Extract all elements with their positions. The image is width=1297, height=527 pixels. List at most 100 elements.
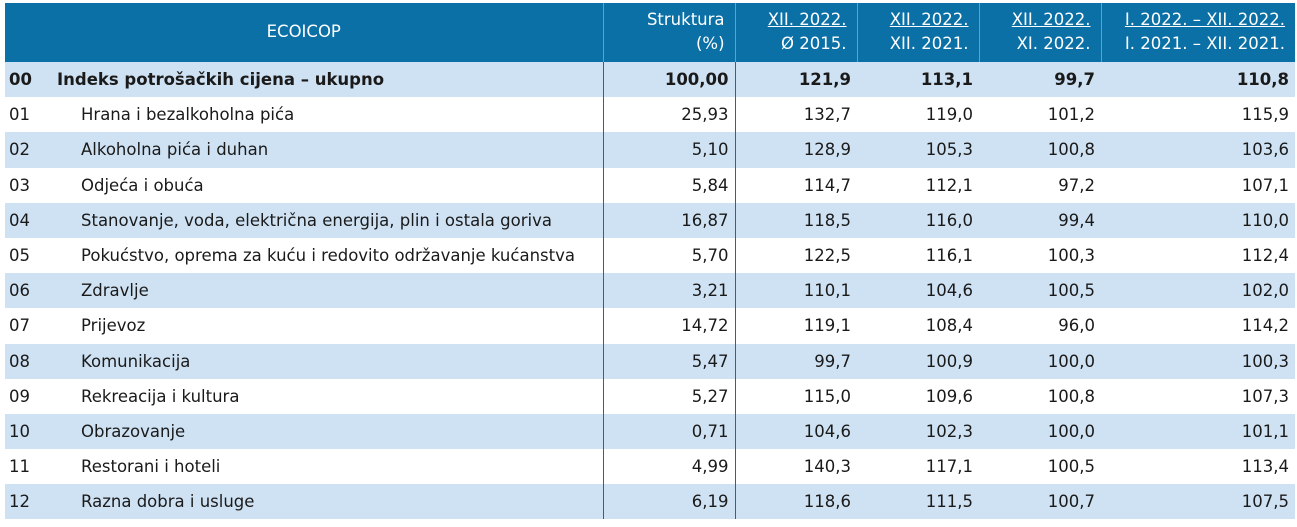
cell-col-c: 100,3 bbox=[1047, 246, 1096, 266]
table-header: ECOICOP Struktura (%) XII. 2022. Ø 2015.… bbox=[5, 3, 1296, 62]
cell-name: Zdravlje bbox=[53, 273, 604, 309]
cell-col-a: 122,5 bbox=[803, 246, 852, 266]
header-col-a: XII. 2022. Ø 2015. bbox=[734, 3, 858, 62]
cell-struktura: 100,00 bbox=[602, 61, 736, 98]
cell-struktura: 25,93 bbox=[602, 97, 736, 133]
cell-col-b: 102,3 bbox=[857, 413, 980, 450]
table-row: 02 Alkoholna pića i duhan 5,10 128,9 105… bbox=[5, 132, 1296, 168]
cell-col-b: 109,6 bbox=[925, 386, 974, 406]
cell-col-a: 140,3 bbox=[803, 457, 852, 477]
cell-name: Restorani i hoteli bbox=[81, 457, 221, 477]
cell-struktura: 5,10 bbox=[602, 132, 736, 168]
header-col-a-line1: XII. 2022. bbox=[767, 10, 847, 29]
cell-col-b: 111,5 bbox=[857, 484, 980, 520]
cell-col-d: 100,3 bbox=[1101, 343, 1296, 379]
cell-name: Pokućstvo, oprema za kuću i redovito odr… bbox=[81, 246, 575, 266]
cell-col-a: 121,9 bbox=[735, 61, 858, 98]
cell-col-b: 112,1 bbox=[925, 175, 974, 195]
cell-name: Indeks potrošačkih cijena – ukupno bbox=[53, 61, 604, 98]
cell-code: 05 bbox=[9, 246, 30, 266]
header-col-b: XII. 2022. XII. 2021. bbox=[856, 3, 980, 62]
cell-col-b: 104,6 bbox=[857, 273, 980, 309]
cell-col-a: 118,6 bbox=[735, 484, 858, 520]
cell-col-c: 100,8 bbox=[979, 132, 1102, 168]
cell-col-b: 119,0 bbox=[925, 105, 974, 125]
cell-code: 07 bbox=[9, 316, 30, 336]
cell-col-a: 110,1 bbox=[735, 273, 858, 309]
cell-name: Rekreacija i kultura bbox=[81, 386, 240, 406]
cell-code: 01 bbox=[9, 105, 30, 125]
table-row: 01 Hrana i bezalkoholna pića 25,93 132,7… bbox=[5, 97, 1295, 133]
header-row: ECOICOP Struktura (%) XII. 2022. Ø 2015.… bbox=[5, 3, 1296, 62]
cell-col-d: 107,3 bbox=[1241, 386, 1290, 406]
cell-code: 02 bbox=[5, 132, 53, 168]
header-col-c-line1: XII. 2022. bbox=[1011, 10, 1091, 29]
cell-col-d: 112,4 bbox=[1241, 246, 1290, 266]
cell-struktura: 6,19 bbox=[602, 484, 736, 520]
cell-code: 03 bbox=[9, 175, 30, 195]
cell-code: 00 bbox=[5, 61, 53, 98]
cell-col-a: 132,7 bbox=[803, 105, 852, 125]
cell-col-c: 96,0 bbox=[1058, 316, 1096, 336]
cell-col-d: 107,5 bbox=[1101, 484, 1296, 520]
cell-col-a: 119,1 bbox=[803, 316, 852, 336]
table-row: 05 Pokućstvo, oprema za kuću i redovito … bbox=[5, 237, 1295, 274]
cell-col-d: 101,1 bbox=[1101, 413, 1296, 450]
header-col-d: I. 2022. – XII. 2022. I. 2021. – XII. 20… bbox=[1100, 3, 1296, 62]
cpi-table: ECOICOP Struktura (%) XII. 2022. Ø 2015.… bbox=[5, 3, 1296, 520]
cell-struktura: 16,87 bbox=[602, 202, 736, 238]
table-row: 06 Zdravlje 3,21 110,1 104,6 100,5 102,0 bbox=[5, 273, 1296, 309]
cell-code: 06 bbox=[5, 273, 53, 309]
cell-code: 09 bbox=[9, 386, 30, 406]
cell-name: Obrazovanje bbox=[53, 413, 604, 450]
cell-struktura: 0,71 bbox=[602, 413, 736, 450]
cell-col-a: 115,0 bbox=[803, 386, 852, 406]
cell-struktura: 5,27 bbox=[602, 378, 736, 414]
header-struktura-line2: (%) bbox=[695, 34, 725, 53]
cell-struktura: 4,99 bbox=[602, 449, 736, 485]
header-col-d-line1: I. 2022. – XII. 2022. bbox=[1124, 10, 1286, 29]
cell-col-d: 115,9 bbox=[1241, 105, 1290, 125]
cell-col-b: 116,0 bbox=[857, 202, 980, 238]
cell-code: 10 bbox=[5, 413, 53, 450]
cell-col-a: 99,7 bbox=[735, 343, 858, 379]
cell-struktura: 5,70 bbox=[602, 237, 736, 274]
cell-code: 12 bbox=[5, 484, 53, 520]
cell-col-c: 99,7 bbox=[979, 61, 1102, 98]
cell-col-d: 107,1 bbox=[1241, 175, 1290, 195]
cell-name: Razna dobra i usluge bbox=[53, 484, 604, 520]
header-col-c: XII. 2022. XI. 2022. bbox=[978, 3, 1102, 62]
header-col-c-line2: XI. 2022. bbox=[1016, 34, 1091, 53]
cell-col-c: 100,8 bbox=[1047, 386, 1096, 406]
cell-col-c: 101,2 bbox=[1047, 105, 1096, 125]
table-row-total: 00 Indeks potrošačkih cijena – ukupno 10… bbox=[5, 61, 1296, 98]
cell-col-c: 100,0 bbox=[979, 413, 1102, 450]
cell-col-c: 100,5 bbox=[979, 273, 1102, 309]
table-row: 03 Odjeća i obuća 5,84 114,7 112,1 97,2 … bbox=[5, 167, 1295, 203]
cell-col-c: 99,4 bbox=[979, 202, 1102, 238]
header-col-a-line2: Ø 2015. bbox=[781, 34, 847, 53]
cell-col-d: 102,0 bbox=[1101, 273, 1296, 309]
table-row: 12 Razna dobra i usluge 6,19 118,6 111,5… bbox=[5, 484, 1296, 520]
table-body: 00 Indeks potrošačkih cijena – ukupno 10… bbox=[5, 61, 1296, 520]
cell-col-a: 128,9 bbox=[735, 132, 858, 168]
cell-col-b: 105,3 bbox=[857, 132, 980, 168]
header-col-b-line2: XII. 2021. bbox=[889, 34, 969, 53]
cell-code: 11 bbox=[9, 457, 30, 477]
cell-name: Stanovanje, voda, električna energija, p… bbox=[53, 202, 604, 238]
cell-col-d: 114,2 bbox=[1241, 316, 1290, 336]
cell-col-c: 100,7 bbox=[979, 484, 1102, 520]
table-row: 04 Stanovanje, voda, električna energija… bbox=[5, 202, 1296, 238]
cell-col-c: 97,2 bbox=[1058, 175, 1096, 195]
cell-col-a: 114,7 bbox=[803, 175, 852, 195]
cell-col-d: 110,8 bbox=[1101, 61, 1296, 98]
header-col-b-line1: XII. 2022. bbox=[889, 10, 969, 29]
header-struktura: Struktura (%) bbox=[602, 3, 736, 62]
table-row: 08 Komunikacija 5,47 99,7 100,9 100,0 10… bbox=[5, 343, 1296, 379]
table-row: 11 Restorani i hoteli 4,99 140,3 117,1 1… bbox=[5, 449, 1295, 485]
cell-name: Prijevoz bbox=[81, 316, 146, 336]
cell-col-b: 116,1 bbox=[925, 246, 974, 266]
cell-col-c: 100,5 bbox=[1047, 457, 1096, 477]
cell-col-c: 100,0 bbox=[979, 343, 1102, 379]
